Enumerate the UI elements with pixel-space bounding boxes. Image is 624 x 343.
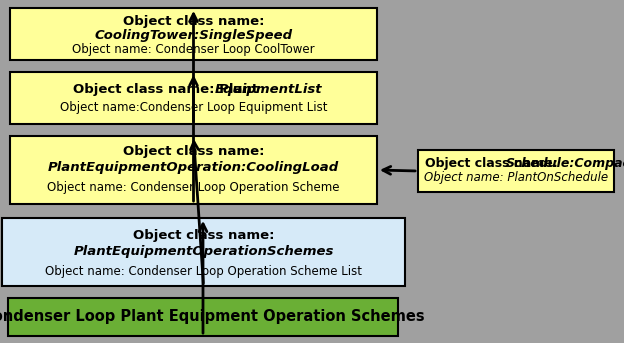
Text: Object name: Condenser Loop Operation Scheme: Object name: Condenser Loop Operation Sc… xyxy=(47,181,339,194)
Bar xyxy=(10,8,377,60)
Text: PlantEquipmentOperationSchemes: PlantEquipmentOperationSchemes xyxy=(73,246,334,259)
Text: PlantEquipmentOperation:CoolingLoad: PlantEquipmentOperation:CoolingLoad xyxy=(48,162,339,175)
Text: Object class name:: Object class name: xyxy=(426,157,563,170)
Text: Object class name:: Object class name: xyxy=(123,15,264,28)
Text: Object name: Condenser Loop CoolTower: Object name: Condenser Loop CoolTower xyxy=(72,44,315,57)
Text: Object class name:: Object class name: xyxy=(123,145,264,158)
Text: EquipmentList: EquipmentList xyxy=(215,83,323,96)
Text: Object name: PlantOnSchedule: Object name: PlantOnSchedule xyxy=(424,172,608,185)
Text: Object class name:: Object class name: xyxy=(133,229,275,243)
Bar xyxy=(8,298,398,336)
Text: Schedule:Compact: Schedule:Compact xyxy=(505,157,624,170)
Text: Object name: Condenser Loop Operation Scheme List: Object name: Condenser Loop Operation Sc… xyxy=(45,265,362,279)
Text: Object name:Condenser Loop Equipment List: Object name:Condenser Loop Equipment Lis… xyxy=(60,102,327,115)
Bar xyxy=(10,72,377,124)
Bar xyxy=(2,218,405,286)
Bar xyxy=(418,150,614,192)
Text: Condenser Loop Plant Equipment Operation Schemes: Condenser Loop Plant Equipment Operation… xyxy=(0,309,424,324)
Text: CoolingTower:SingleSpeed: CoolingTower:SingleSpeed xyxy=(94,29,293,43)
Text: Object class name: Plant: Object class name: Plant xyxy=(73,83,258,96)
Bar xyxy=(10,136,377,204)
